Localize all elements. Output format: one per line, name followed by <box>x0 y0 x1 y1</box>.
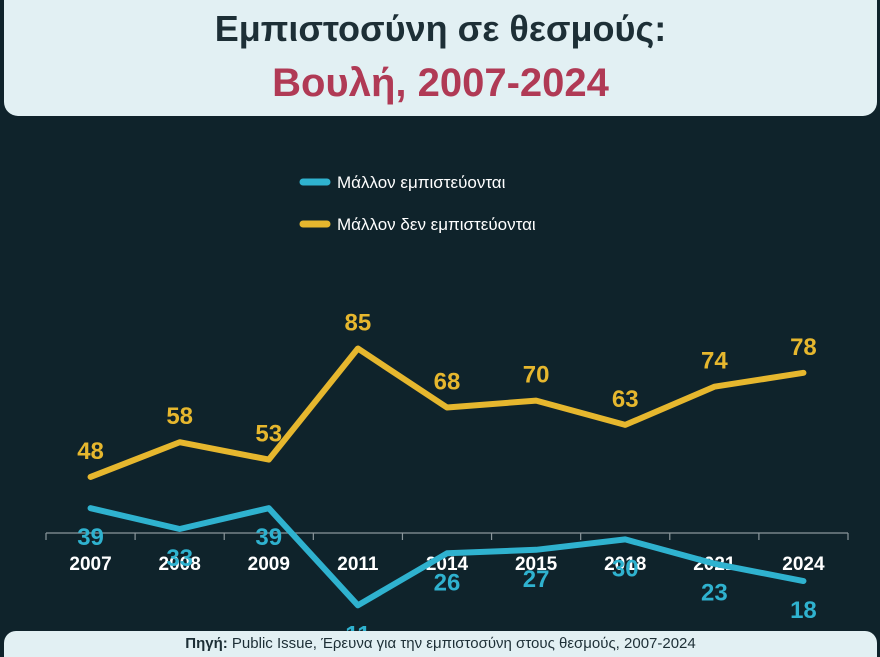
series-line <box>87 345 807 480</box>
series-line <box>87 505 807 609</box>
data-label: 33 <box>166 545 193 572</box>
x-axis: 2007 2008 2009 2011 2014 2015 2018 2021 2024 <box>45 532 849 575</box>
data-label: 26 <box>434 569 461 596</box>
data-label: 58 <box>166 403 193 430</box>
data-label: 53 <box>255 421 282 448</box>
data-label: 85 <box>345 310 372 337</box>
data-labels: 39 33 39 11 26 27 30 23 18 48 58 53 85 68 70 63 74 78 <box>77 310 817 631</box>
x-tick-label: 2015 <box>515 554 558 575</box>
title-box: Εμπιστοσύνη σε θεσμούς: Βουλή, 2007-2024 <box>4 0 877 116</box>
data-label: 78 <box>790 334 817 361</box>
data-label: 30 <box>612 555 639 582</box>
data-label: 74 <box>701 348 728 375</box>
data-label: 48 <box>77 438 104 465</box>
line-chart: Μάλλον εμπιστεύονται Μάλλον δεν εμπιστεύο… <box>45 173 849 631</box>
legend-label: Μάλλον δεν εμπιστεύονται <box>337 215 536 234</box>
x-tick-label: 2011 <box>337 554 379 575</box>
source-label: Πηγή: <box>185 635 228 652</box>
source-text: Public Issue, Έρευνα για την εμπιστοσύνη… <box>231 635 696 652</box>
chart-title: Εμπιστοσύνη σε θεσμούς: <box>214 8 667 49</box>
data-label: 39 <box>77 524 104 551</box>
legend: Μάλλον εμπιστεύονται Μάλλον δεν εμπιστεύο… <box>299 173 536 234</box>
x-tick-label: 2024 <box>782 554 825 575</box>
data-label: 70 <box>523 362 550 389</box>
data-label: 68 <box>434 369 461 396</box>
x-tick-label: 2008 <box>159 554 201 575</box>
data-label: 39 <box>255 524 282 551</box>
series-lines <box>87 345 807 609</box>
x-tick-label: 2018 <box>604 554 646 575</box>
source-note: Πηγή: Public Issue, Έρευνα για την εμπισ… <box>4 631 877 657</box>
data-label: 27 <box>523 566 550 593</box>
data-label: 63 <box>612 386 639 413</box>
data-label: 23 <box>701 580 728 607</box>
data-label: 18 <box>790 597 817 624</box>
x-tick-label: 2009 <box>248 554 290 575</box>
chart-subtitle: Βουλή, 2007-2024 <box>272 61 609 105</box>
data-label: 11 <box>345 621 370 631</box>
legend-label: Μάλλον εμπιστεύονται <box>337 173 506 192</box>
x-tick-label: 2007 <box>69 554 111 575</box>
